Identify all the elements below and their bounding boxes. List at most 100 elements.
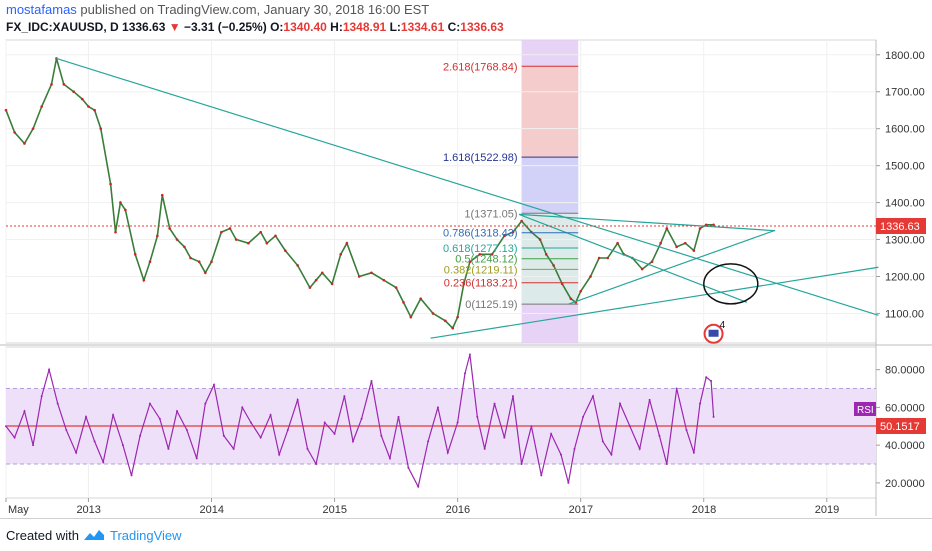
- rsi-point: [204, 402, 207, 405]
- price-point: [87, 105, 90, 108]
- open-label: O:: [270, 20, 284, 34]
- price-point: [659, 241, 662, 245]
- last-price-badge: [876, 218, 926, 235]
- rsi-point: [112, 413, 115, 416]
- rsi-point: [84, 415, 87, 418]
- rsi-point: [530, 425, 533, 428]
- price-change: −3.31 (−0.25%): [184, 20, 267, 34]
- price-point: [168, 227, 171, 230]
- fib-level-label: 0.5(1248.12): [455, 254, 517, 266]
- trendline: [519, 213, 776, 232]
- price-point: [589, 275, 592, 278]
- last-price: 1336.63: [122, 20, 166, 34]
- rsi-point: [397, 415, 400, 418]
- tradingview-brand-link[interactable]: TradingView: [110, 528, 182, 543]
- symbol-line: FX_IDC:XAUUSD, D 1336.63 ▼ −3.31 (−0.25%…: [6, 20, 504, 34]
- price-point: [160, 193, 164, 197]
- rsi-point: [705, 376, 708, 379]
- rsi-point: [296, 398, 299, 401]
- rsi-point: [40, 395, 43, 398]
- rsi-point: [185, 429, 188, 432]
- rsi-point: [427, 440, 430, 443]
- created-with-label: Created with: [6, 528, 79, 543]
- price-point: [320, 271, 324, 275]
- rsi-point: [130, 474, 133, 477]
- price-point: [409, 315, 413, 319]
- rsi-point: [648, 398, 651, 401]
- fib-level-label: 0.382(1219.11): [444, 264, 518, 276]
- rsi-point: [710, 379, 713, 382]
- price-point: [133, 253, 137, 256]
- rsi-value-label: 50.1517: [880, 421, 920, 433]
- price-point: [370, 271, 373, 275]
- price-tick-label: 1100.00: [885, 308, 924, 320]
- price-point: [606, 256, 610, 260]
- rsi-tick-label: 40.0000: [885, 440, 925, 452]
- event-badge-count: 4: [720, 320, 726, 331]
- price-point: [402, 301, 405, 304]
- rsi-point: [675, 387, 678, 390]
- time-tick-label: 2015: [323, 504, 347, 516]
- price-point: [183, 245, 186, 249]
- rsi-tick-label: 60.0000: [885, 402, 925, 414]
- price-point: [210, 260, 213, 264]
- price-point: [31, 127, 35, 130]
- price-point: [80, 97, 84, 101]
- price-point: [552, 264, 555, 267]
- price-point: [234, 238, 238, 241]
- fib-level-label: 0.618(1277.13): [443, 243, 518, 255]
- price-point: [119, 201, 122, 204]
- rsi-point: [591, 395, 594, 398]
- price-point: [698, 227, 702, 230]
- price-point: [520, 219, 523, 223]
- close-value: 1336.63: [460, 20, 504, 34]
- rsi-point: [601, 440, 604, 443]
- rsi-point: [417, 485, 420, 488]
- rsi-point: [638, 447, 641, 450]
- rsi-value-badge: [876, 417, 926, 434]
- rsi-point: [259, 436, 262, 439]
- price-point: [23, 142, 26, 145]
- price-point: [490, 253, 494, 256]
- rsi-point: [685, 429, 688, 432]
- time-tick-label: May: [8, 504, 29, 516]
- price-point: [704, 223, 708, 227]
- time-tick-label: 2014: [200, 504, 224, 516]
- flag-icon: [708, 329, 719, 337]
- open-value: 1340.40: [283, 20, 327, 34]
- price-chart[interactable]: 2.618(1768.84) 1.618(1522.98) 1(1371.05) 0.…: [0, 0, 932, 518]
- author-link[interactable]: mostafamas: [6, 2, 77, 17]
- price-point: [382, 278, 386, 282]
- rsi-point: [503, 436, 506, 439]
- price-point: [62, 83, 66, 86]
- published-text: published on TradingView.com, January 30…: [76, 2, 430, 17]
- rsi-point: [212, 383, 215, 386]
- price-point: [478, 253, 482, 256]
- rsi-point: [370, 379, 373, 382]
- rsi-point: [610, 453, 613, 456]
- rsi-point: [456, 421, 459, 424]
- price-point: [72, 90, 75, 94]
- fib-level-label: 0.786(1318.43): [443, 228, 518, 240]
- price-tick-label: 1800.00: [885, 50, 925, 62]
- trendline: [568, 229, 776, 305]
- rsi-point: [699, 402, 702, 405]
- rsi-point: [582, 415, 585, 418]
- rsi-point: [48, 368, 51, 371]
- rsi-point: [93, 440, 96, 443]
- price-point: [692, 249, 696, 252]
- price-point: [462, 282, 466, 286]
- trendline: [56, 57, 879, 316]
- price-point: [579, 289, 582, 293]
- rsi-point: [315, 463, 318, 466]
- price-point: [296, 264, 299, 267]
- rsi-tick-label: 20.0000: [885, 478, 925, 490]
- last-price-badge-label: 1336.63: [880, 221, 920, 233]
- rsi-point: [56, 402, 59, 405]
- price-point: [511, 230, 515, 234]
- symbol-label: FX_IDC:XAUUSD, D: [6, 20, 119, 34]
- price-point: [444, 319, 447, 323]
- tradingview-logo-icon[interactable]: [82, 527, 106, 543]
- rsi-point: [323, 421, 326, 424]
- price-point: [544, 253, 548, 256]
